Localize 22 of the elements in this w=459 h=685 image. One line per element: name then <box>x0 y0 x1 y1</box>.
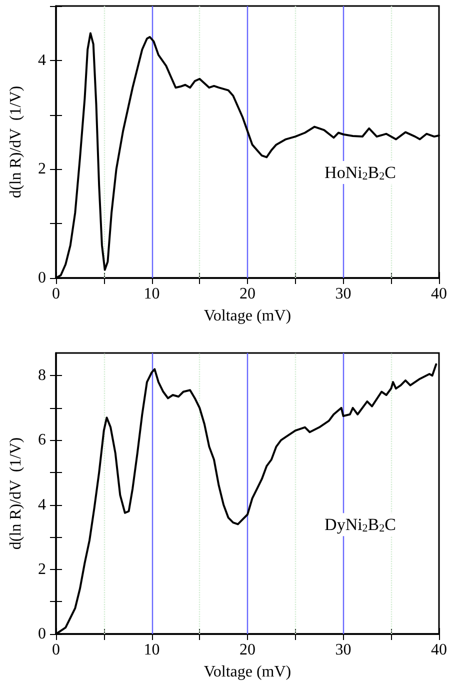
x-tick-label: 40 <box>431 286 447 302</box>
y-tick-label: 4 <box>38 496 46 514</box>
x-tick-label: 20 <box>240 286 256 302</box>
x-tick-label: 20 <box>240 642 256 658</box>
x-tick-label: 0 <box>52 286 60 302</box>
y-tick-label: 8 <box>38 367 46 384</box>
y-tick-label: 4 <box>38 52 46 69</box>
y-tick-label: 2 <box>38 160 46 178</box>
x-tick-label: 40 <box>431 642 447 658</box>
y-tick-label: 2 <box>38 560 46 578</box>
y-axis-title: d(ln R)/dV (1/V) <box>8 86 24 198</box>
x-axis-title: Voltage (mV) <box>204 308 292 324</box>
y-tick-label: 6 <box>38 432 46 449</box>
x-axis-title: Voltage (mV) <box>204 664 292 680</box>
x-tick-label: 30 <box>335 286 352 302</box>
x-tick-label: 30 <box>335 642 352 658</box>
x-tick-label: 10 <box>144 642 160 658</box>
y-axis-title: d(ln R)/dV (1/V) <box>8 437 24 550</box>
y-tick-label: 0 <box>38 270 46 286</box>
y-tick-label: 0 <box>38 626 46 642</box>
x-tick-label: 0 <box>52 642 60 658</box>
x-tick-label: 10 <box>144 286 160 302</box>
